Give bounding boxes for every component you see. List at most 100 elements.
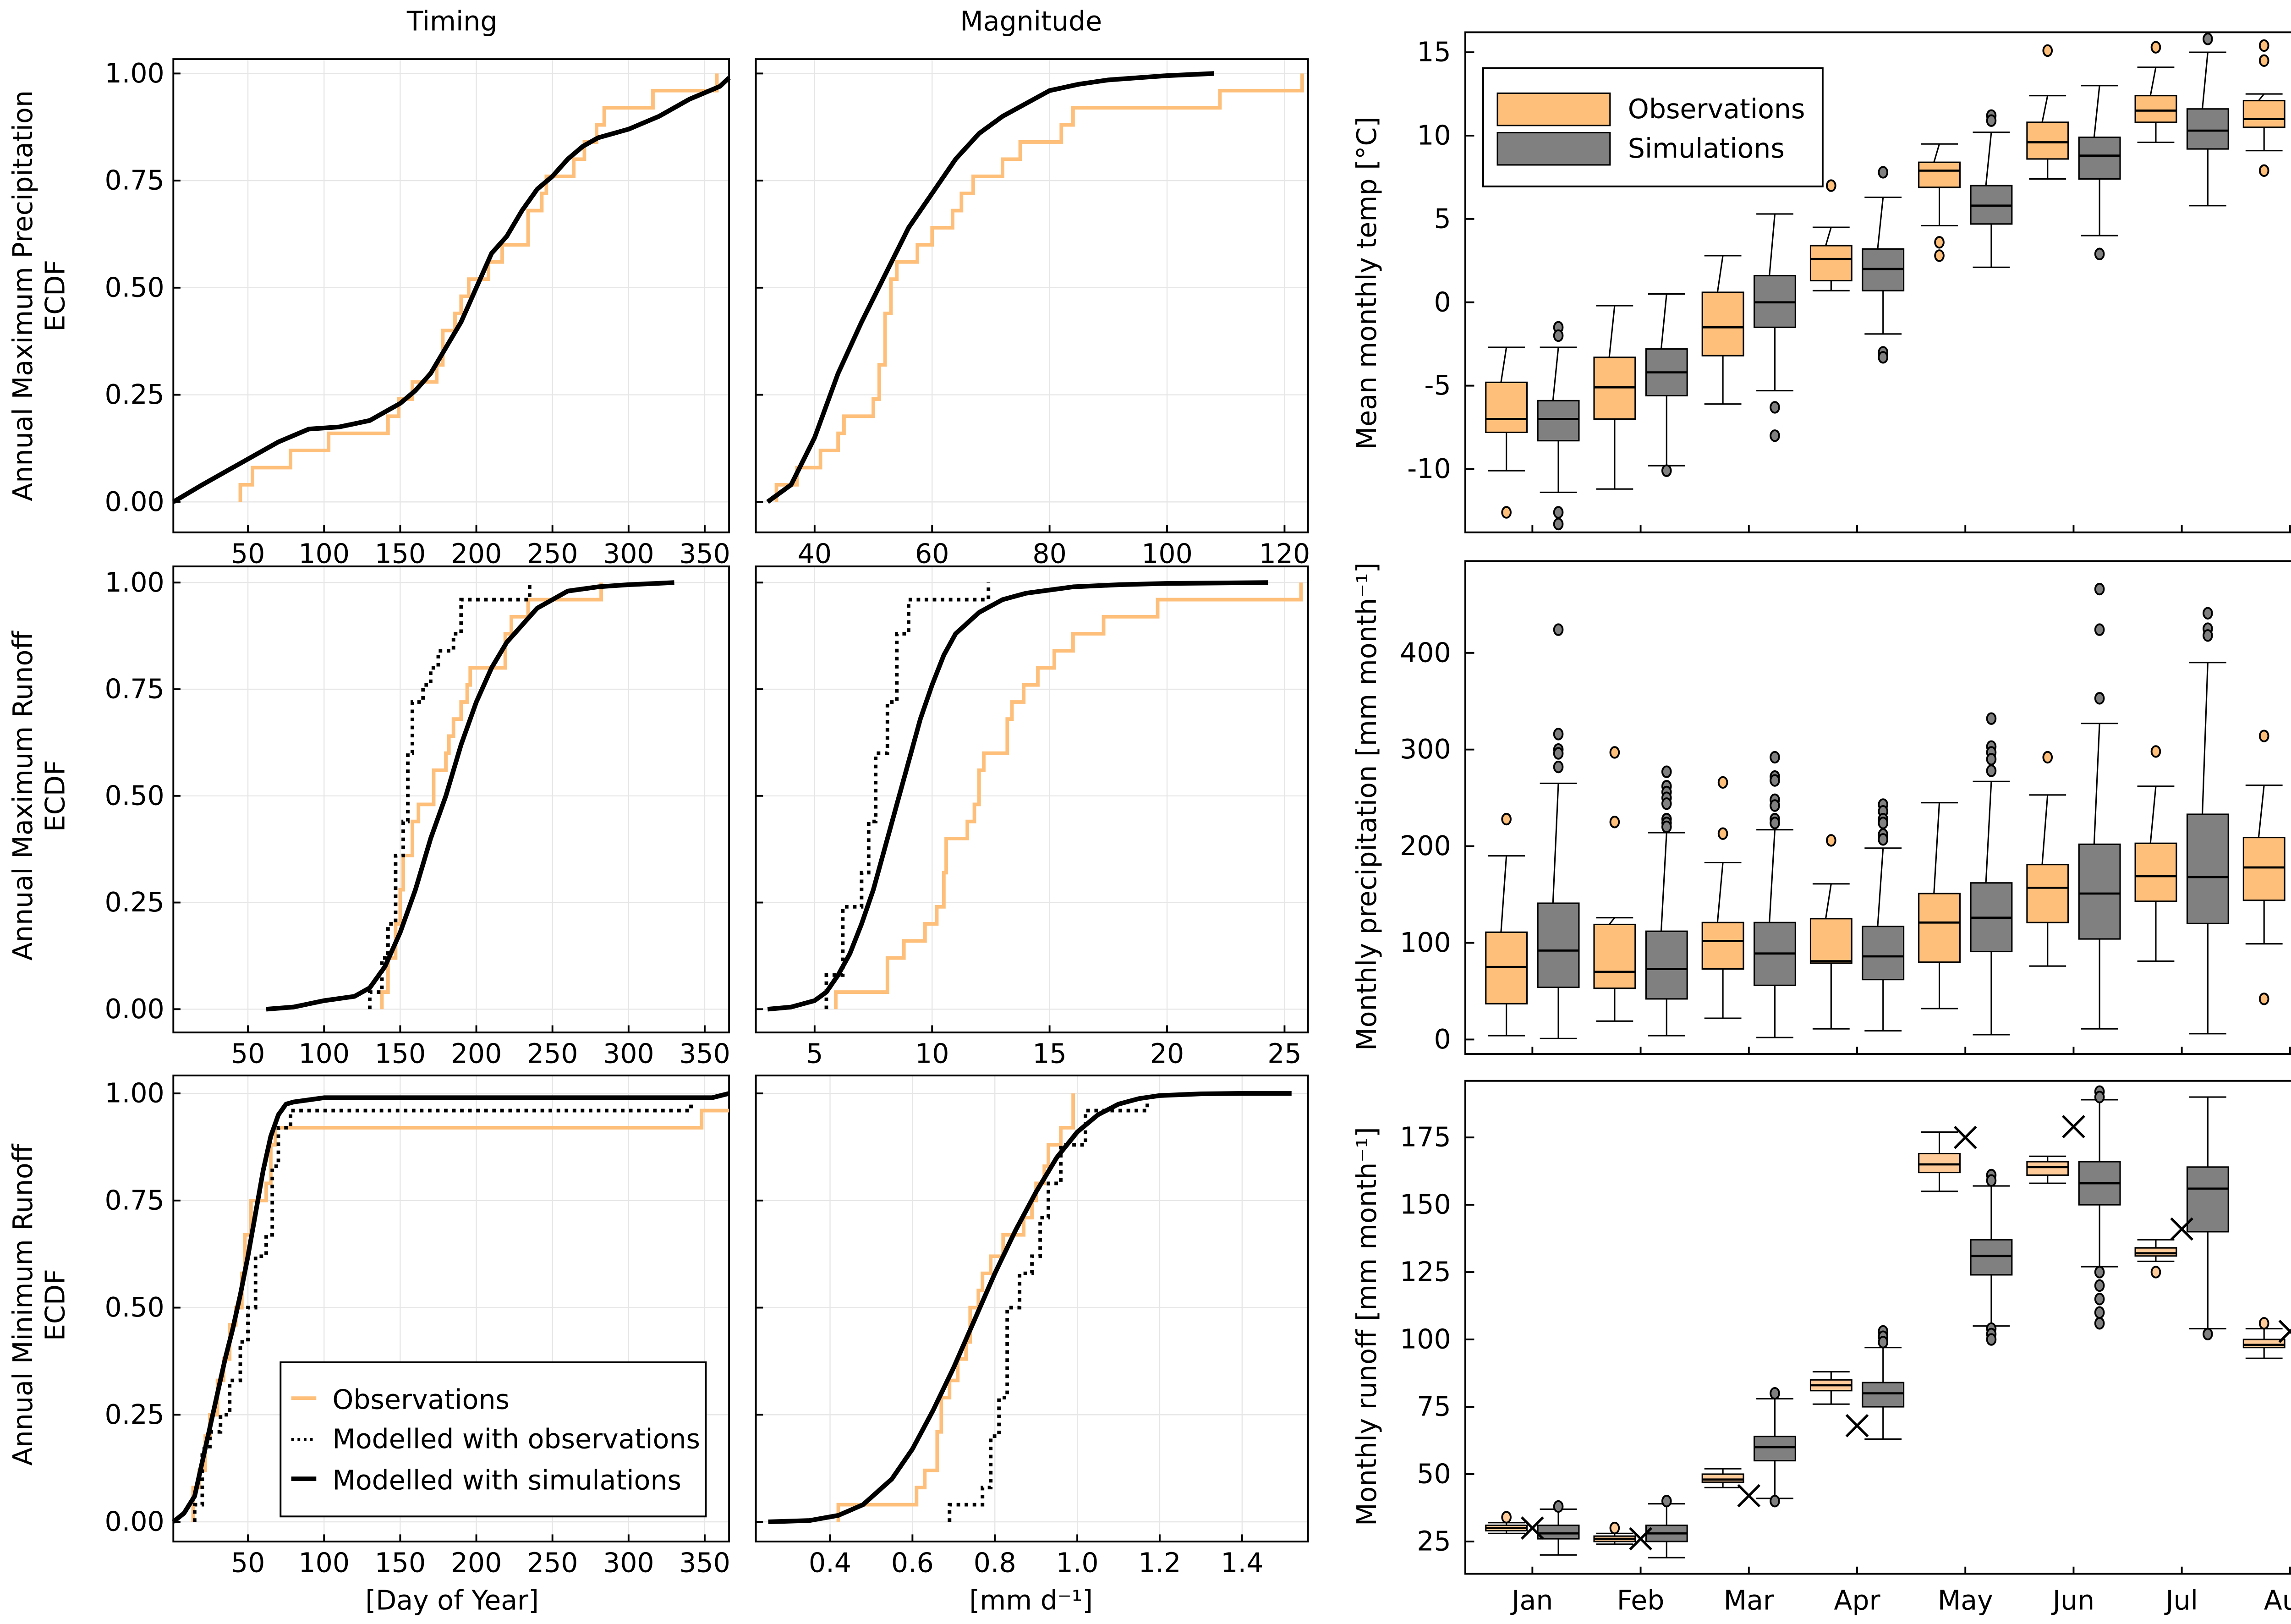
x-tick-label: 300 (603, 1547, 654, 1578)
outlier-point (1717, 776, 1728, 789)
observation-x-marker (1521, 1516, 1544, 1540)
whisker-upper (2041, 795, 2049, 865)
x-marker-stroke (1845, 1414, 1869, 1437)
outlier-point (2094, 1317, 2105, 1330)
y-tick-label: 1.00 (105, 1078, 164, 1109)
whisker-upper (2202, 52, 2209, 109)
outlier-point (1878, 817, 1889, 829)
box-jul (2186, 1166, 2229, 1233)
x-tick-label: 200 (451, 1038, 502, 1070)
panel-pmax-magnitude: 40 60 80 100 120 (755, 58, 1310, 569)
series-line-modelled-with-simulations (766, 71, 1214, 504)
x-marker-stroke (1629, 1527, 1652, 1551)
whisker-upper (1608, 917, 1616, 925)
outlier-point (1501, 812, 1512, 826)
outlier-point (1986, 114, 1997, 127)
series-line-modelled-with-observations (368, 582, 532, 1010)
outlier-point (2150, 41, 2161, 54)
whisker-upper (1985, 132, 1992, 186)
ylabel-temp: Mean monthly temp [°C] (1351, 117, 1382, 450)
outlier-point (1717, 827, 1728, 840)
y-tick-label: 0 (1434, 1024, 1451, 1055)
whisker-upper (1608, 305, 1616, 357)
outlier-point (1770, 774, 1780, 787)
whisker-upper (1660, 832, 1667, 932)
outlier-point (2258, 54, 2269, 67)
whisker-upper (2202, 662, 2209, 815)
outlier-point (2094, 623, 2105, 636)
box-may (1970, 1239, 2013, 1276)
y-tick-label: 5 (1434, 203, 1451, 234)
series-line-modelled-with-simulations (172, 76, 731, 504)
box-apr (1862, 1382, 1905, 1408)
plot-frame (1464, 560, 2291, 1055)
outlier-point (2258, 730, 2269, 742)
whisker-upper (2258, 785, 2265, 838)
y-tick-label: -5 (1424, 370, 1451, 401)
y-tick-label: 200 (1400, 830, 1451, 861)
y-tick-label: 15 (1417, 37, 1451, 68)
outlier-point (1553, 760, 1564, 774)
outlier-point (1770, 1495, 1780, 1508)
outlier-point (1826, 179, 1836, 192)
plot-frame (1464, 31, 2291, 533)
outlier-point (2203, 629, 2213, 642)
whisker-upper (1716, 862, 1724, 923)
x-marker-stroke (1953, 1125, 1977, 1149)
ylabel-row2: Annual Maximum Runoff ECDF (7, 631, 71, 961)
y-tick-label: 0.00 (105, 486, 164, 517)
x-tick-label: 100 (298, 538, 350, 569)
series-line-modelled-with-simulations (768, 1091, 1292, 1525)
box-may (1918, 161, 1961, 188)
x-tick-label: Jul (2164, 1585, 2198, 1616)
outlier-point (2150, 745, 2161, 758)
y-tick-label: 75 (1417, 1391, 1451, 1422)
x-tick-label: 10 (915, 1038, 949, 1070)
series-line-modelled-with-simulations (767, 580, 1268, 1012)
box-apr (1862, 926, 1905, 981)
column-title-magnitude: Magnitude (960, 5, 1102, 37)
whisker-upper (2041, 95, 2049, 123)
outlier-point (1553, 747, 1564, 760)
legend-ecdf-frame (280, 1361, 707, 1518)
x-tick-label: 250 (527, 1038, 578, 1070)
y-tick-label: 50 (1417, 1458, 1451, 1489)
outlier-point (1878, 1336, 1889, 1349)
observation-x-marker (1845, 1414, 1869, 1437)
panel-precip-boxplot: 0 100 200 300 400 (1400, 560, 2291, 1055)
outlier-point (1553, 517, 1564, 531)
panel-pmax-timing: 50 100 150 200 250 300 350 0.00 0.25 0.50 0.75 1.00 (105, 58, 731, 569)
outlier-point (1553, 623, 1564, 636)
whisker-upper (1877, 197, 1884, 249)
whisker-upper (1825, 883, 1832, 919)
outlier-point (1609, 1521, 1620, 1535)
whisker-upper (1552, 783, 1559, 904)
xlabel-mm-per-day: [mm d⁻¹] (969, 1585, 1093, 1616)
ylabel-runoff: Monthly runoff [mm month⁻¹] (1351, 1127, 1382, 1526)
y-tick-label: 100 (1400, 927, 1451, 958)
outlier-point (1501, 1511, 1512, 1524)
outlier-point (2258, 164, 2269, 177)
x-marker-stroke (2278, 1328, 2291, 1343)
whisker-upper (1933, 143, 1940, 163)
box-jun (2026, 121, 2069, 160)
panel-qmax-timing: 50 100 150 200 250 300 350 0.00 0.25 0.50 0.75 1.00 (105, 565, 730, 1070)
y-tick-label: 0.50 (105, 1292, 164, 1323)
box-jul (2186, 108, 2229, 150)
y-tick-label: 125 (1400, 1256, 1451, 1288)
box-jan (1537, 902, 1580, 988)
y-tick-label: 0.75 (105, 674, 164, 705)
observation-x-marker (1953, 1125, 1977, 1149)
panel-qmin-magnitude: 0.4 0.6 0.8 1.0 1.2 1.4 (755, 1075, 1309, 1579)
outlier-point (1553, 1500, 1564, 1513)
ylabel-row1-line1: Annual Maximum Precipitation (7, 90, 38, 501)
outlier-point (1878, 833, 1889, 846)
box-jan (1485, 381, 1528, 433)
x-marker-stroke (1737, 1484, 1761, 1508)
y-tick-label: 150 (1400, 1189, 1451, 1220)
outlier-point (1770, 401, 1780, 414)
y-tick-label: 10 (1417, 120, 1451, 151)
box-aug (2242, 837, 2286, 901)
outlier-point (1661, 765, 1672, 778)
whisker-upper (2258, 93, 2265, 101)
